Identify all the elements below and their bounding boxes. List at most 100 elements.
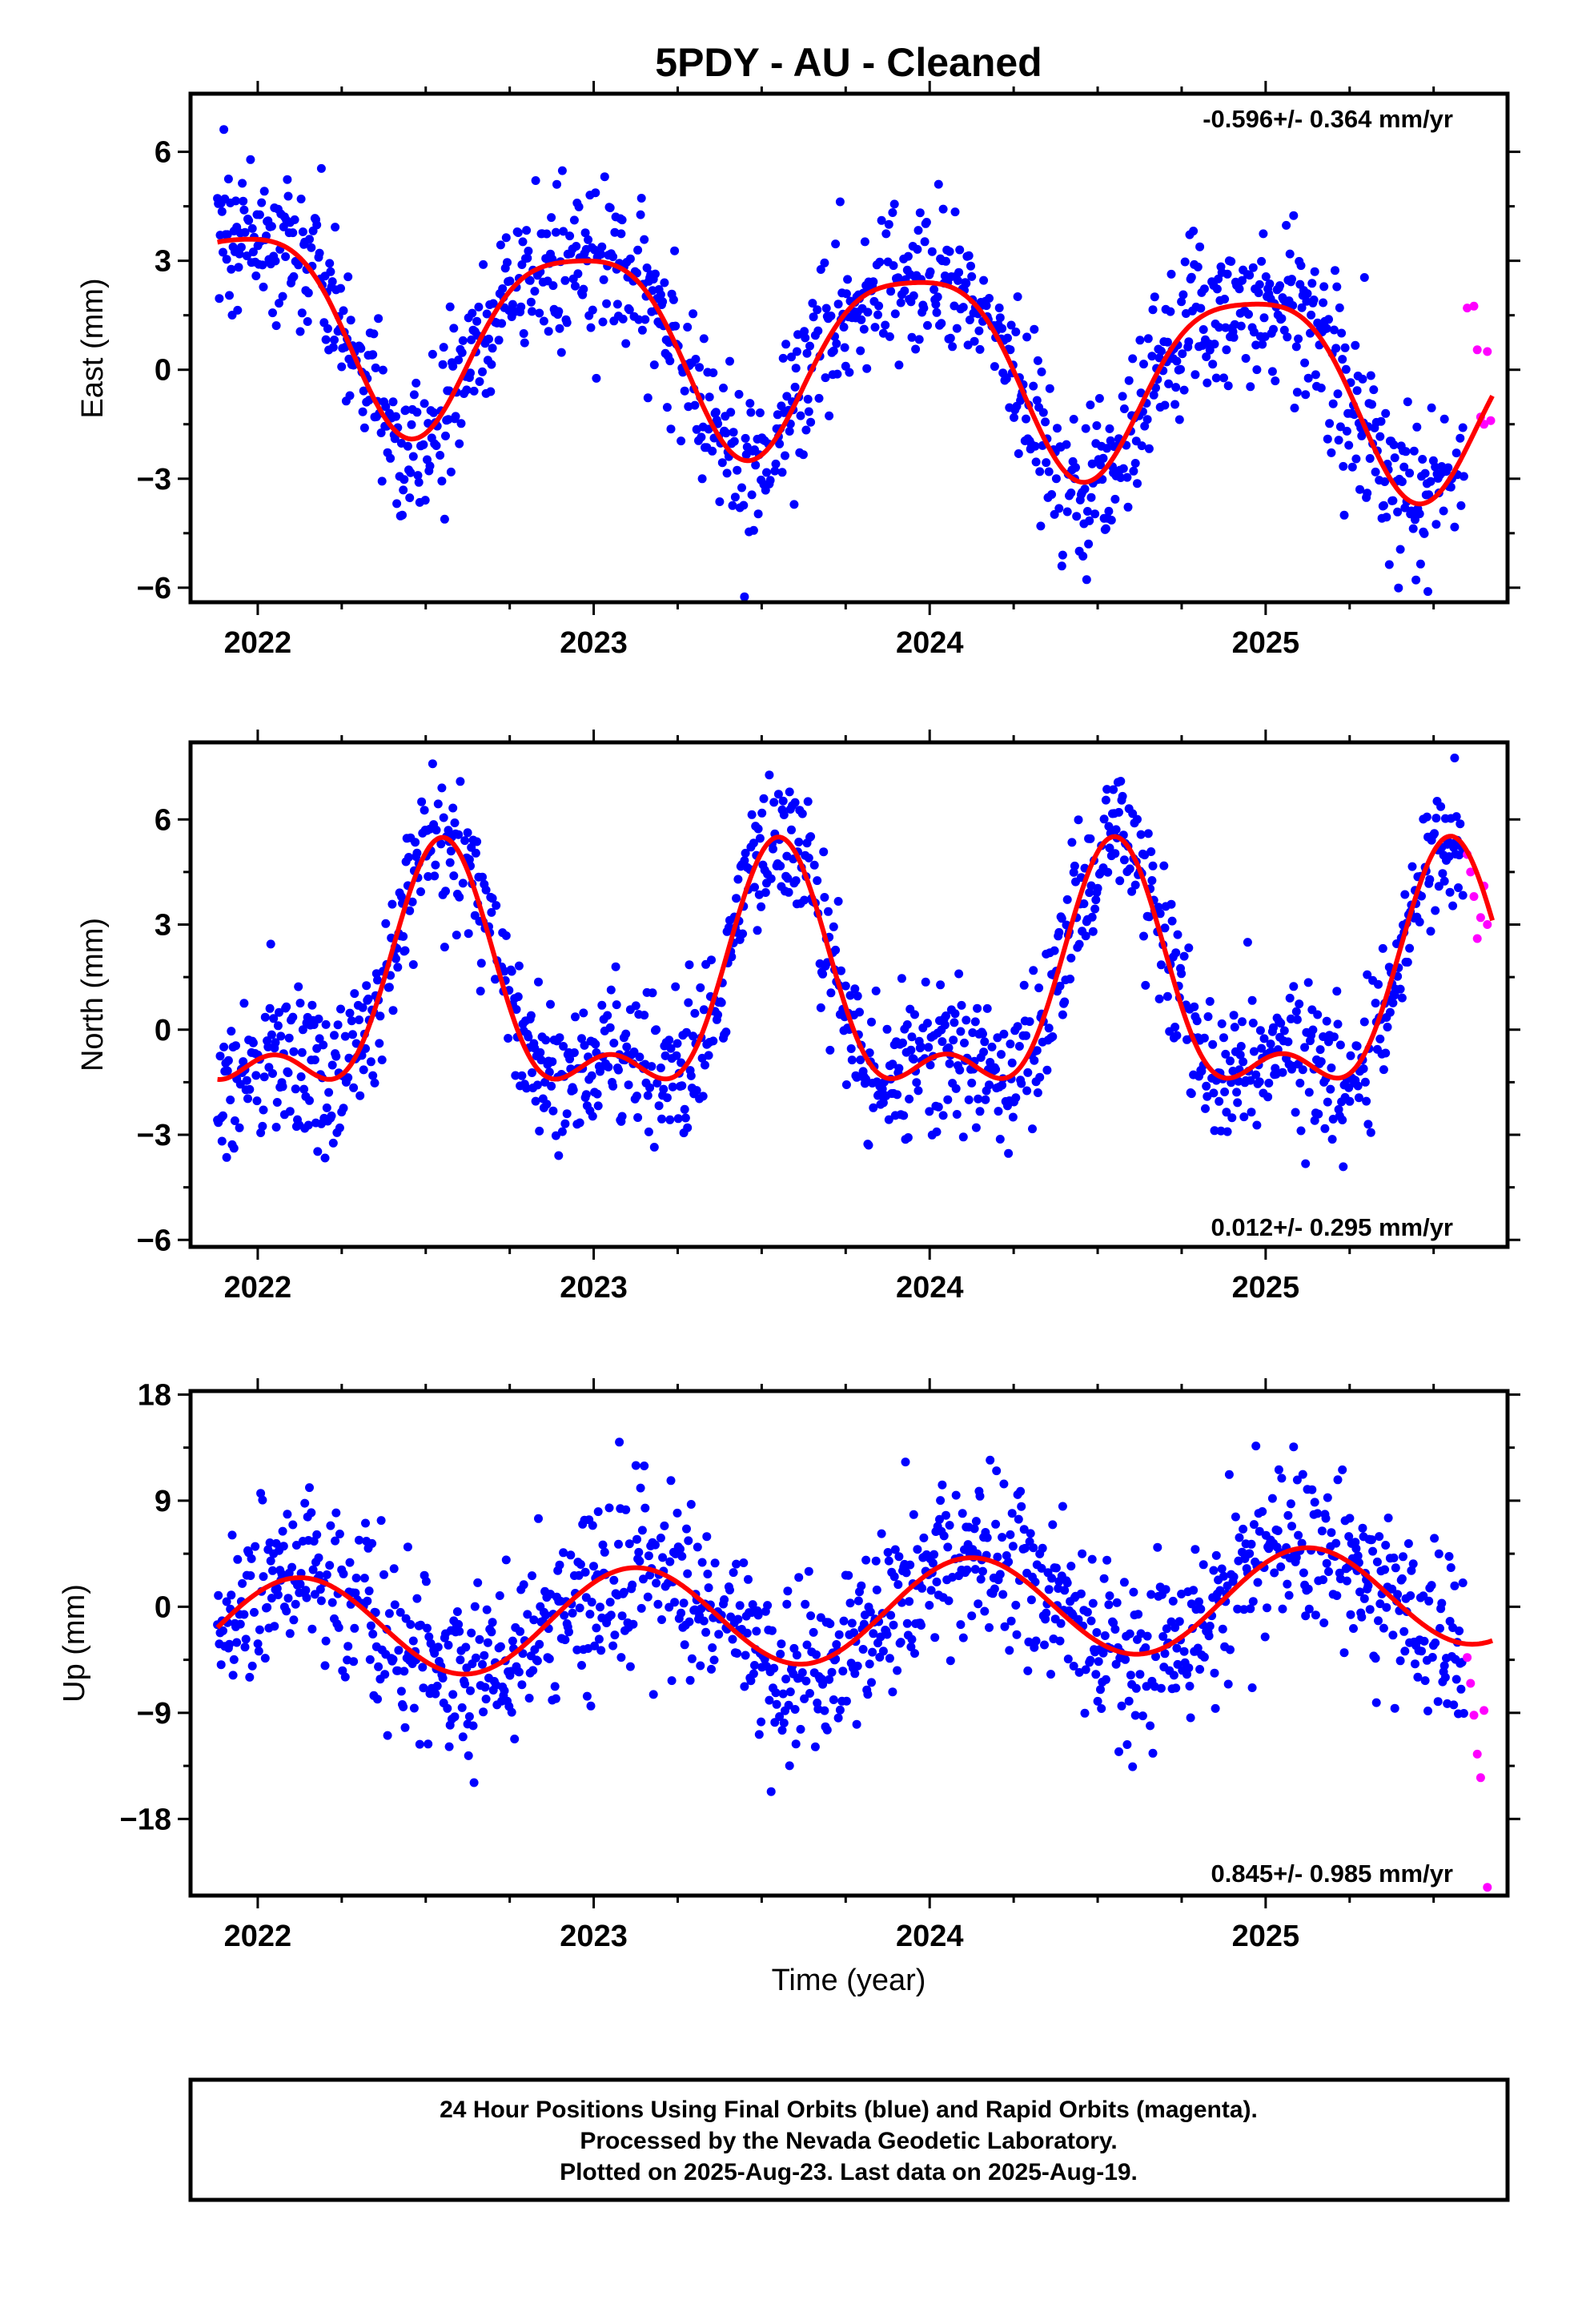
up-final-point bbox=[1081, 1665, 1090, 1675]
east-final-point bbox=[288, 228, 298, 238]
north-final-point bbox=[1385, 1007, 1395, 1017]
east-final-point bbox=[839, 323, 849, 332]
east-final-point bbox=[574, 202, 584, 211]
north-final-point bbox=[1445, 887, 1455, 897]
north-final-point bbox=[967, 1078, 977, 1088]
north-final-point bbox=[227, 1027, 236, 1036]
up-final-point bbox=[859, 1619, 869, 1629]
east-final-point bbox=[1412, 422, 1422, 432]
up-final-point bbox=[942, 1510, 950, 1520]
up-final-point bbox=[680, 1640, 689, 1650]
up-final-point bbox=[905, 1597, 914, 1606]
up-final-point bbox=[777, 1726, 787, 1735]
north-final-point bbox=[783, 874, 793, 883]
east-rapid-point bbox=[1469, 301, 1479, 311]
east-final-point bbox=[1409, 446, 1419, 456]
north-final-point bbox=[219, 1042, 229, 1051]
east-final-point bbox=[907, 332, 917, 342]
up-final-point bbox=[1239, 1524, 1248, 1534]
east-final-point bbox=[326, 267, 335, 276]
north-final-point bbox=[631, 1001, 640, 1011]
east-final-point bbox=[841, 289, 851, 299]
east-final-point bbox=[298, 227, 307, 236]
up-final-point bbox=[785, 1761, 794, 1771]
up-final-point bbox=[1105, 1591, 1114, 1601]
north-final-point bbox=[396, 892, 406, 902]
east-final-point bbox=[1106, 516, 1116, 525]
up-final-point bbox=[272, 1584, 282, 1593]
north-final-point bbox=[1264, 1079, 1274, 1088]
north-final-point bbox=[387, 899, 397, 909]
up-final-point bbox=[305, 1483, 314, 1493]
north-final-point bbox=[541, 1035, 551, 1045]
north-final-point bbox=[265, 1003, 275, 1013]
east-final-point bbox=[1151, 383, 1160, 392]
east-final-point bbox=[580, 228, 590, 238]
east-final-point bbox=[1219, 373, 1228, 383]
north-final-point bbox=[888, 1059, 897, 1069]
up-final-point bbox=[893, 1580, 903, 1590]
east-final-point bbox=[1381, 408, 1391, 418]
north-final-point bbox=[1011, 1093, 1021, 1103]
east-final-point bbox=[1062, 507, 1072, 517]
north-final-point bbox=[944, 1043, 954, 1052]
up-final-point bbox=[589, 1562, 598, 1571]
up-final-point bbox=[1440, 1673, 1450, 1682]
east-final-point bbox=[1332, 282, 1342, 292]
east-final-point bbox=[1118, 464, 1128, 473]
up-final-point bbox=[1038, 1543, 1047, 1553]
east-final-point bbox=[466, 368, 475, 378]
up-final-point bbox=[998, 1533, 1007, 1542]
up-final-point bbox=[596, 1602, 604, 1612]
east-final-point bbox=[321, 335, 331, 344]
up-final-point bbox=[1342, 1576, 1351, 1586]
up-final-point bbox=[1406, 1591, 1415, 1600]
up-final-point bbox=[532, 1656, 542, 1666]
north-final-point bbox=[1060, 997, 1070, 1007]
north-final-point bbox=[393, 963, 403, 972]
north-final-point bbox=[652, 1079, 662, 1088]
up-final-point bbox=[956, 1620, 966, 1630]
east-final-point bbox=[562, 318, 572, 328]
up-final-point bbox=[1168, 1596, 1178, 1606]
north-final-point bbox=[1147, 876, 1157, 885]
north-final-point bbox=[1320, 1124, 1330, 1133]
east-final-point bbox=[1351, 454, 1361, 464]
north-final-point bbox=[347, 1016, 356, 1026]
east-final-point bbox=[829, 346, 838, 356]
up-final-point bbox=[889, 1572, 899, 1582]
north-final-point bbox=[517, 1071, 527, 1080]
north-final-point bbox=[377, 1055, 387, 1064]
up-final-point bbox=[962, 1565, 972, 1574]
up-final-point bbox=[1423, 1707, 1432, 1715]
east-final-point bbox=[699, 334, 709, 344]
north-final-point bbox=[617, 1112, 627, 1121]
east-final-point bbox=[325, 259, 335, 268]
east-final-point bbox=[1297, 303, 1307, 312]
up-final-point bbox=[295, 1579, 305, 1589]
north-final-point bbox=[1215, 1096, 1224, 1106]
east-final-point bbox=[1189, 227, 1199, 235]
east-final-point bbox=[962, 279, 971, 288]
east-final-point bbox=[555, 324, 564, 333]
east-final-point bbox=[268, 308, 277, 318]
east-final-point bbox=[909, 291, 918, 300]
up-final-point bbox=[1173, 1659, 1182, 1669]
north-final-point bbox=[905, 1094, 914, 1104]
north-final-point bbox=[551, 1131, 560, 1140]
east-final-point bbox=[948, 342, 958, 352]
up-final-point bbox=[1199, 1652, 1209, 1662]
up-final-point bbox=[894, 1552, 904, 1562]
north-final-point bbox=[1276, 1019, 1286, 1028]
north-final-point bbox=[226, 1096, 235, 1104]
east-x-tick-label: 2024 bbox=[896, 626, 964, 660]
east-final-point bbox=[359, 386, 368, 396]
up-final-point bbox=[974, 1599, 983, 1609]
east-final-point bbox=[222, 255, 231, 264]
up-final-point bbox=[225, 1639, 234, 1649]
east-final-point bbox=[303, 288, 313, 298]
up-final-point bbox=[863, 1690, 873, 1699]
up-final-point bbox=[636, 1483, 645, 1493]
east-final-point bbox=[378, 365, 387, 375]
north-final-point bbox=[260, 1012, 270, 1022]
